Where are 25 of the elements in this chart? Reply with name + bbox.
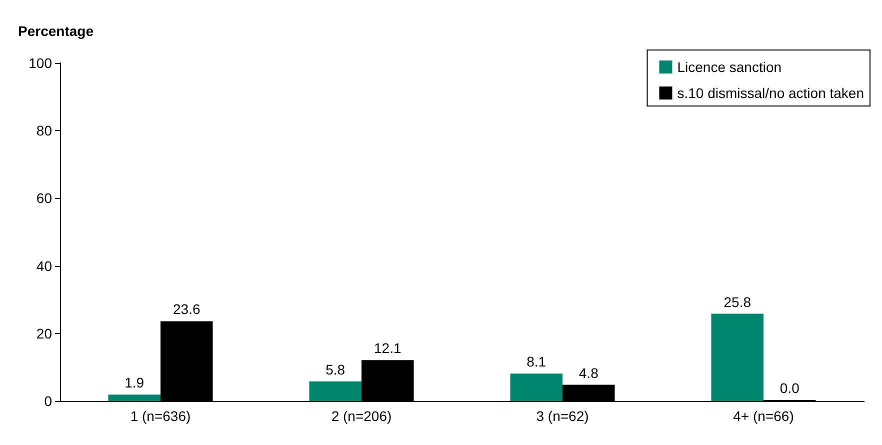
y-tick-label: 40: [36, 258, 52, 274]
y-tick-label: 20: [36, 325, 52, 342]
y-axis-title: Percentage: [18, 23, 94, 39]
x-tick-label: 4+ (n=66): [733, 408, 794, 424]
data-label: 1.9: [124, 374, 144, 391]
data-label: 0.0: [780, 380, 800, 396]
x-tick-label: 2 (n=206): [331, 408, 392, 424]
bar: [309, 381, 362, 401]
bar: [108, 394, 160, 401]
data-label: 8.1: [526, 354, 546, 370]
data-label: 5.8: [326, 361, 346, 378]
y-tick-label: 100: [28, 55, 52, 71]
legend-label: s.10 dismissal/no action taken: [677, 85, 864, 101]
y-tick-label: 60: [36, 190, 52, 206]
data-label: 12.1: [374, 340, 402, 356]
data-label: 4.8: [578, 364, 599, 381]
data-label: 23.6: [173, 301, 200, 318]
x-tick-label: 1 (n=636): [130, 408, 191, 424]
bar: [711, 314, 764, 401]
bar: [510, 374, 562, 401]
x-tick-label: 3 (n=62): [536, 408, 589, 424]
y-tick-label: 80: [36, 122, 52, 139]
legend-label: Licence sanction: [677, 59, 782, 75]
y-tick-label: 0: [44, 393, 52, 409]
data-label: 25.8: [724, 294, 752, 310]
